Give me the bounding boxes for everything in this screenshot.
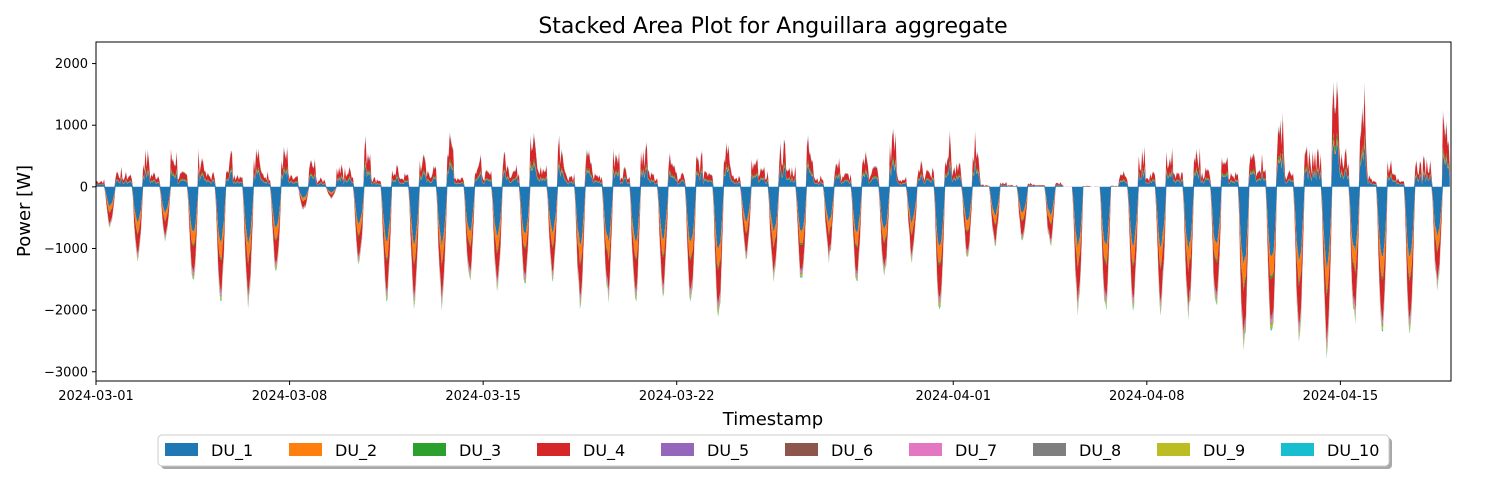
legend-label: DU_7 bbox=[955, 441, 997, 461]
legend-label: DU_8 bbox=[1079, 441, 1121, 461]
legend-label: DU_6 bbox=[831, 441, 873, 461]
legend-label: DU_3 bbox=[459, 441, 501, 461]
legend-swatch bbox=[1281, 443, 1314, 456]
x-tick-label: 2024-03-08 bbox=[252, 389, 328, 404]
legend-label: DU_1 bbox=[211, 441, 253, 461]
x-tick-label: 2024-04-15 bbox=[1303, 389, 1379, 404]
legend-swatch bbox=[537, 443, 570, 456]
legend-item: DU_5 bbox=[661, 441, 749, 461]
legend-swatch bbox=[413, 443, 446, 456]
legend-item: DU_2 bbox=[289, 441, 377, 461]
x-axis: 2024-03-01 2024-03-08 2024-03-15 2024-03-22… bbox=[58, 381, 1378, 404]
plot-frame bbox=[95, 41, 1452, 382]
x-tick-label: 2024-03-15 bbox=[445, 389, 521, 404]
x-tick-label: 2024-04-01 bbox=[915, 389, 991, 404]
legend-item: DU_4 bbox=[537, 441, 625, 461]
x-tick-label: 2024-04-08 bbox=[1109, 389, 1185, 404]
y-tick-label: −2000 bbox=[44, 304, 88, 319]
y-tick-label: 0 bbox=[80, 180, 88, 195]
plot-area bbox=[96, 80, 1450, 359]
legend-swatch bbox=[165, 443, 198, 456]
legend-swatch bbox=[661, 443, 694, 456]
legend-item: DU_3 bbox=[413, 441, 501, 461]
legend-label: DU_9 bbox=[1203, 441, 1245, 461]
legend-item: DU_10 bbox=[1281, 441, 1379, 461]
legend-item: DU_8 bbox=[1033, 441, 1121, 461]
legend-label: DU_2 bbox=[335, 441, 377, 461]
x-tick-label: 2024-03-22 bbox=[639, 389, 715, 404]
legend-swatch bbox=[909, 443, 942, 456]
legend-label: DU_10 bbox=[1327, 441, 1379, 461]
chart-title: Stacked Area Plot for Anguillara aggrega… bbox=[538, 14, 1007, 39]
y-tick-label: 1000 bbox=[55, 119, 88, 134]
legend: DU_1 DU_2 DU_3 DU_4 DU_5 DU_6 DU_7 DU_8 DU_9 DU_1… bbox=[157, 434, 1392, 469]
legend-item: DU_9 bbox=[1157, 441, 1245, 461]
legend-frame bbox=[157, 434, 1390, 467]
x-tick-label: 2024-03-01 bbox=[58, 389, 134, 404]
y-tick-label: 2000 bbox=[55, 57, 88, 72]
legend-item: DU_1 bbox=[165, 441, 253, 461]
legend-swatch bbox=[289, 443, 322, 456]
y-axis: 2000 1000 0 −1000 −2000 −3000 bbox=[44, 57, 96, 380]
legend-label: DU_4 bbox=[583, 441, 625, 461]
series-area-du-1 bbox=[96, 142, 1450, 270]
y-tick-label: −1000 bbox=[44, 242, 88, 257]
legend-swatch bbox=[1033, 443, 1066, 456]
y-axis-label: Power [W] bbox=[14, 165, 35, 257]
legend-swatch bbox=[785, 443, 818, 456]
legend-swatch bbox=[1157, 443, 1190, 456]
legend-label: DU_5 bbox=[707, 441, 749, 461]
legend-item: DU_7 bbox=[909, 441, 997, 461]
x-axis-label: Timestamp bbox=[722, 409, 823, 430]
y-tick-label: −3000 bbox=[44, 365, 88, 380]
legend-item: DU_6 bbox=[785, 441, 873, 461]
